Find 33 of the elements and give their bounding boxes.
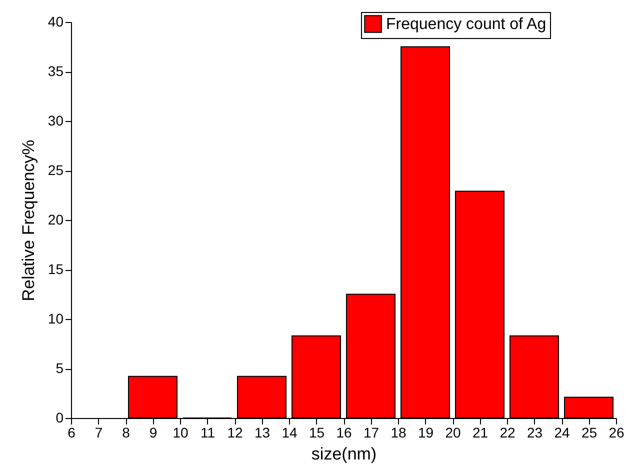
x-axis-title: size(nm)	[311, 444, 377, 464]
x-tick-label: 19	[418, 424, 434, 440]
y-axis-title: Relative Frequency%	[18, 140, 38, 302]
x-tick-label: 14	[282, 424, 298, 440]
x-tick-label: 21	[472, 424, 488, 440]
x-tick-label: 9	[149, 424, 158, 440]
x-tick-label: 26	[608, 424, 624, 440]
x-tick-label: 6	[68, 424, 76, 440]
y-tick-label: 10	[48, 310, 64, 326]
x-tick-label: 10	[172, 424, 188, 440]
x-tick-label: 22	[500, 424, 516, 440]
x-tick-label: 23	[526, 424, 543, 440]
x-tick-label: 15	[308, 424, 325, 440]
y-tick-label: 25	[48, 162, 64, 178]
x-tick-label: 17	[363, 424, 380, 440]
x-tick-label: 24	[554, 424, 570, 440]
y-tick-label: 0	[56, 410, 64, 426]
y-tick-label: 30	[48, 112, 64, 128]
x-tick-label: 11	[200, 424, 216, 440]
x-tick-label: 20	[445, 424, 461, 440]
x-tick-label: 25	[581, 424, 598, 440]
x-tick-label: 7	[94, 424, 103, 440]
x-tick-label: 16	[336, 424, 352, 440]
x-tick-label: 18	[390, 424, 406, 440]
y-tick-label: 15	[48, 261, 64, 277]
x-tick-label: 13	[254, 424, 270, 440]
y-tick-label: 35	[48, 63, 64, 79]
y-tick-label: 20	[48, 212, 64, 228]
x-tick-label: 12	[227, 424, 243, 440]
y-tick-label: 5	[56, 360, 64, 376]
legend-label: Frequency count of Ag	[386, 16, 546, 33]
y-tick-label: 40	[48, 14, 64, 30]
x-tick-label: 8	[122, 424, 130, 440]
